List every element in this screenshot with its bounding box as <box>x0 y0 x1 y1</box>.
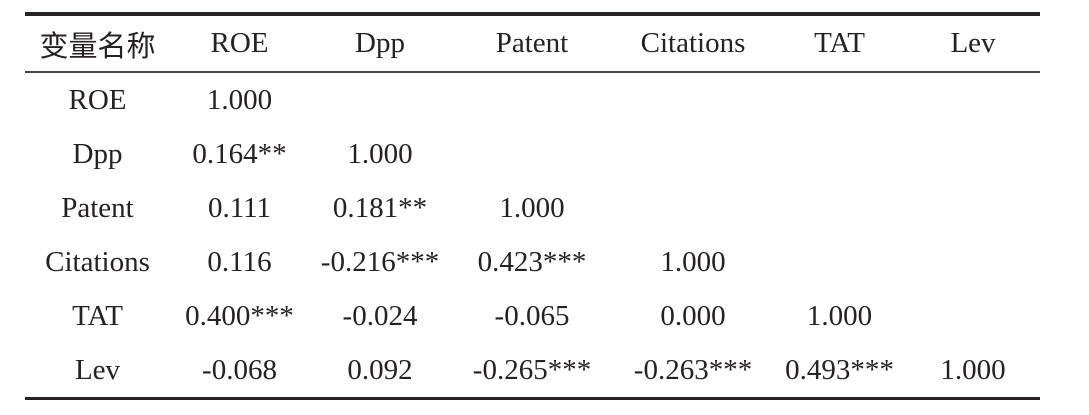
table-body: ROE 1.000 Dpp 0.164** 1.000 Patent 0.111 0.181*… <box>25 72 1040 399</box>
value-cell: 1.000 <box>660 245 726 278</box>
value-cell: -0.263*** <box>633 353 753 386</box>
value-cell: 0.181** <box>332 191 428 224</box>
column-header: Dpp <box>355 27 405 59</box>
variable-name-header: 变量名称 <box>39 30 156 63</box>
column-header: TAT <box>814 27 865 59</box>
value-cell <box>613 72 773 127</box>
value-cell: 0.116 <box>207 245 272 278</box>
value-cell <box>309 72 451 127</box>
value-cell <box>613 181 773 235</box>
value-cell <box>906 181 1040 235</box>
value-cell <box>906 235 1040 289</box>
row-label: Lev <box>74 353 121 386</box>
value-cell: -0.068 <box>202 353 277 386</box>
value-cell <box>451 72 613 127</box>
row-label: ROE <box>68 83 127 116</box>
value-cell <box>906 289 1040 343</box>
column-header: Patent <box>495 27 569 59</box>
row-label: Citations <box>45 245 150 278</box>
value-cell <box>906 127 1040 181</box>
table-row: Patent 0.111 0.181** 1.000 <box>25 181 1040 235</box>
header-row: 变量名称 ROE Dpp Patent Citations TAT Lev <box>25 14 1040 72</box>
value-cell: 0.423*** <box>477 245 587 278</box>
value-cell: 1.000 <box>206 83 273 116</box>
table-row: Citations 0.116 -0.216*** 0.423*** 1.000 <box>25 235 1040 289</box>
column-header: Lev <box>950 27 996 59</box>
value-cell: 1.000 <box>806 299 873 332</box>
value-cell <box>451 127 613 181</box>
correlation-table: 变量名称 ROE Dpp Patent Citations TAT Lev ROE 1.000… <box>25 12 1040 400</box>
value-cell: 1.000 <box>940 353 1006 386</box>
row-label: TAT <box>72 299 123 332</box>
value-cell: -0.265*** <box>472 353 592 386</box>
row-label: Dpp <box>72 137 123 170</box>
value-cell: -0.065 <box>494 299 570 332</box>
table-row: Dpp 0.164** 1.000 <box>25 127 1040 181</box>
value-cell: 1.000 <box>347 137 413 170</box>
column-header: Citations <box>640 27 746 59</box>
row-label: Patent <box>61 191 134 224</box>
table-row: ROE 1.000 <box>25 72 1040 127</box>
table-row: Lev -0.068 0.092 -0.265*** -0.263*** 0.493***… <box>25 343 1040 399</box>
column-header: ROE <box>210 27 269 59</box>
value-cell <box>773 181 906 235</box>
value-cell: 1.000 <box>499 191 565 224</box>
value-cell: 0.493*** <box>785 353 894 386</box>
value-cell <box>773 72 906 127</box>
value-cell: 0.000 <box>660 299 726 332</box>
value-cell: 0.400*** <box>185 299 294 332</box>
table-row: TAT 0.400*** -0.024 -0.065 0.000 1.000 <box>25 289 1040 343</box>
value-cell: -0.024 <box>342 299 418 332</box>
value-cell <box>773 235 906 289</box>
table-header: 变量名称 ROE Dpp Patent Citations TAT Lev <box>25 14 1040 72</box>
value-cell: 0.111 <box>207 191 272 224</box>
value-cell <box>613 127 773 181</box>
value-cell <box>773 127 906 181</box>
value-cell: -0.216*** <box>320 245 440 278</box>
value-cell <box>906 72 1040 127</box>
value-cell: 0.092 <box>347 353 413 386</box>
value-cell: 0.164** <box>192 137 287 170</box>
